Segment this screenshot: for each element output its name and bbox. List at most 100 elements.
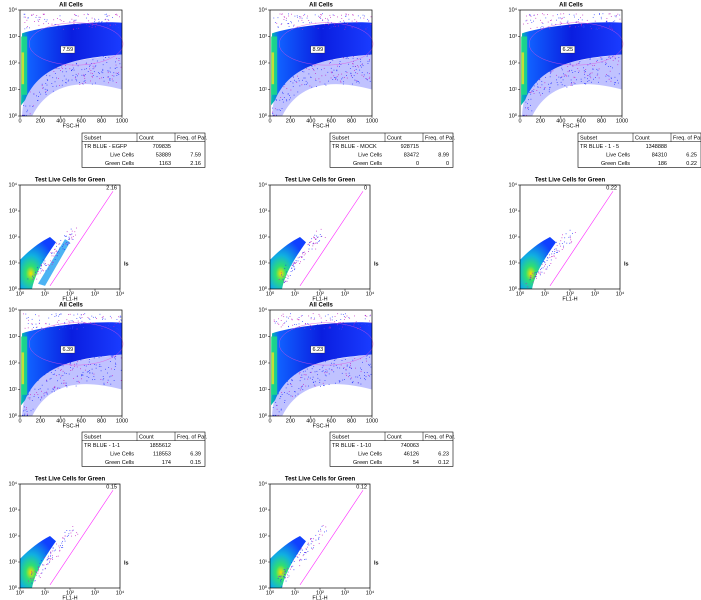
cell-dot	[320, 228, 322, 230]
cell-dot	[25, 313, 27, 315]
cell-dot	[294, 395, 296, 397]
cell-dot	[529, 278, 531, 280]
cell-dot	[298, 323, 300, 325]
cell-dot	[526, 19, 528, 21]
cell-dot	[337, 16, 338, 18]
x-tick-label: 10⁴	[366, 290, 375, 297]
cell-dot	[55, 251, 57, 253]
cell-dot	[570, 242, 572, 244]
cell-dot	[114, 23, 116, 25]
stats-table: Subset Count Freq. of Par.TR BLUE - 1-10 74…	[329, 431, 456, 467]
cell-dot	[299, 16, 301, 17]
cell-dot	[63, 380, 65, 381]
cell-dot	[345, 58, 347, 60]
cell-dot	[343, 368, 344, 369]
cell-dot	[304, 84, 306, 86]
y-tick-label: 10²	[9, 360, 17, 366]
cell-dot	[303, 383, 304, 385]
table-cell: Live Cells	[110, 152, 134, 158]
cell-dot	[79, 316, 81, 318]
cell-dot	[62, 248, 64, 250]
cell-dot	[555, 19, 557, 21]
cell-dot	[82, 371, 84, 373]
cell-dot	[52, 77, 54, 79]
cell-dot	[283, 576, 285, 577]
cell-dot	[291, 268, 293, 269]
cell-dot	[287, 383, 289, 385]
cell-dot	[545, 268, 547, 270]
cell-dot	[284, 570, 286, 572]
cell-dot	[119, 315, 121, 317]
cell-dot	[336, 70, 338, 72]
cell-dot	[537, 83, 538, 85]
cell-dot	[321, 75, 323, 77]
cell-dot	[78, 382, 80, 384]
cell-dot	[555, 257, 557, 259]
cell-dot	[52, 374, 54, 375]
cell-dot	[303, 374, 305, 376]
y-tick-label: 10²	[9, 234, 17, 240]
cell-dot	[49, 75, 51, 77]
cell-dot	[82, 327, 84, 328]
cell-dot	[293, 265, 294, 267]
cell-dot	[46, 380, 48, 382]
cell-dot	[315, 248, 317, 250]
cell-dot	[600, 58, 602, 60]
cell-dot	[339, 80, 341, 82]
cell-dot	[38, 389, 40, 390]
cell-dot	[315, 86, 317, 87]
cell-dot	[64, 322, 66, 323]
cell-dot	[529, 279, 531, 281]
header-cell: Count	[387, 434, 402, 440]
cell-dot	[321, 525, 323, 527]
cell-dot	[68, 79, 70, 81]
cell-dot	[536, 277, 537, 279]
y-tick-label: 10³	[259, 34, 267, 40]
cell-dot	[273, 414, 275, 416]
cell-dot	[316, 242, 318, 244]
cell-dot	[560, 76, 562, 78]
table-cell: Green Cells	[353, 161, 382, 167]
cell-dot	[324, 237, 326, 238]
cell-dot	[102, 70, 104, 72]
cell-dot	[52, 388, 54, 390]
cell-dot	[582, 26, 584, 28]
y-tick-label: 10²	[259, 234, 267, 240]
cell-dot	[77, 15, 79, 17]
cell-dot	[528, 99, 530, 101]
cell-dot	[540, 94, 542, 96]
cell-dot	[119, 322, 120, 324]
cell-dot	[112, 17, 113, 18]
cell-dot	[37, 267, 38, 269]
cell-dot	[66, 243, 68, 245]
cell-dot	[281, 578, 282, 580]
cell-dot	[299, 327, 301, 328]
cell-dot	[281, 23, 283, 25]
x-axis-label: FSC-H	[563, 123, 580, 129]
cell-dot	[35, 314, 36, 316]
cell-dot	[321, 14, 322, 16]
x-tick-label: 10¹	[41, 291, 49, 297]
cell-dot	[109, 79, 111, 81]
cell-dot	[281, 585, 283, 587]
cell-dot	[67, 244, 68, 246]
cell-dot	[344, 317, 346, 318]
cell-dot	[83, 75, 85, 76]
cell-dot	[99, 364, 101, 366]
cell-dot	[56, 250, 58, 252]
cell-dot	[51, 555, 53, 557]
cell-dot	[89, 68, 91, 70]
y-tick-label: 10¹	[509, 87, 517, 93]
cell-dot	[90, 70, 92, 71]
cell-dot	[115, 61, 116, 63]
cell-dot	[46, 74, 47, 76]
cell-dot	[51, 550, 53, 552]
cell-dot	[302, 385, 303, 387]
cell-dot	[26, 413, 28, 415]
cell-dot	[53, 390, 55, 392]
cell-dot	[589, 63, 591, 64]
cell-dot	[23, 313, 24, 315]
cell-dot	[55, 315, 57, 317]
cell-dot	[535, 272, 537, 274]
cell-dot	[115, 72, 117, 74]
